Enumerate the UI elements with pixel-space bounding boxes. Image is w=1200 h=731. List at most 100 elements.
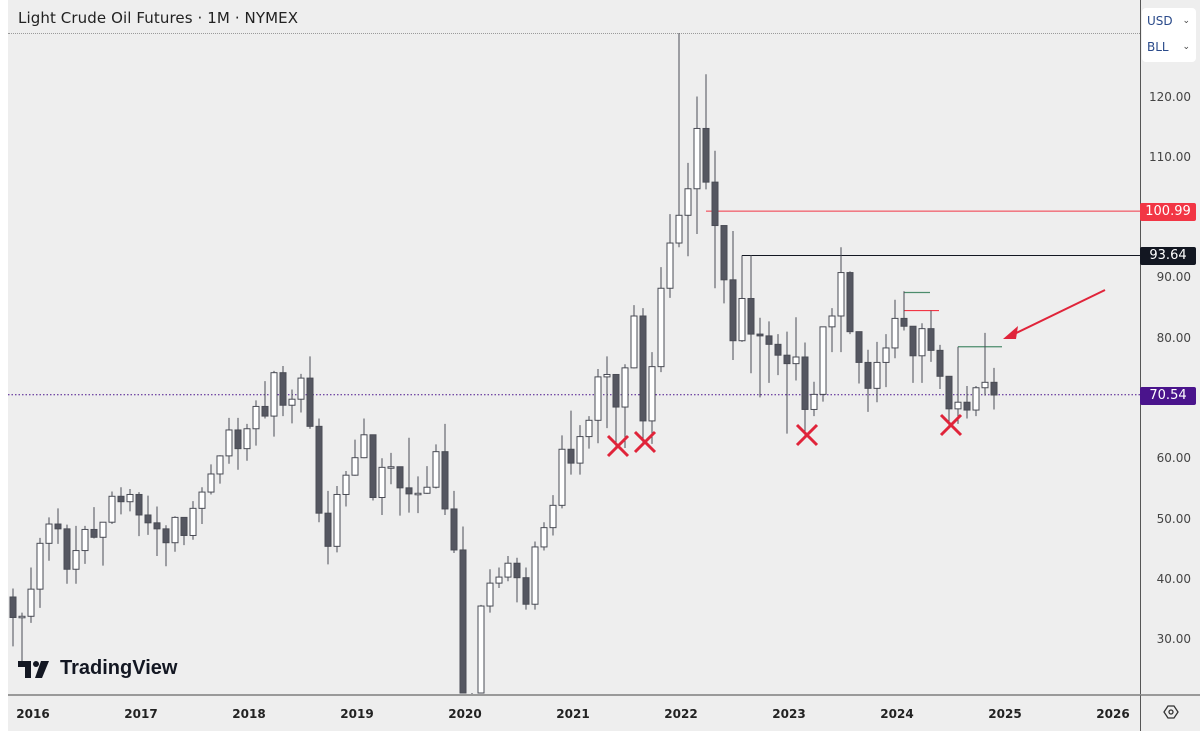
- candle-body: [333, 493, 341, 547]
- candle-body: [918, 328, 926, 357]
- candle-body: [243, 428, 251, 450]
- unit-selector: USD ⌄ BLL ⌄: [1142, 8, 1196, 62]
- candle-body: [549, 504, 557, 529]
- candle-body: [981, 381, 989, 389]
- candle-body: [702, 127, 710, 183]
- red-level-price-label: 100.99: [1140, 203, 1196, 221]
- price-tick-label: 110.00: [1149, 149, 1191, 164]
- candle-body: [891, 317, 899, 349]
- candle-body: [63, 528, 71, 570]
- candle-body: [810, 393, 818, 410]
- candle-body: [288, 398, 296, 406]
- candle-body: [45, 523, 53, 544]
- candle-body: [873, 361, 881, 389]
- candle-body: [585, 419, 593, 438]
- candle-body: [252, 405, 260, 430]
- price-tick-label: 80.00: [1156, 330, 1191, 345]
- candle-body: [477, 605, 485, 694]
- time-tick-label: 2017: [124, 707, 158, 721]
- candle-body: [270, 372, 278, 417]
- arrow-head-icon: [1003, 326, 1018, 339]
- candle-body: [495, 576, 503, 584]
- price-axis[interactable]: 120.00110.00100.0090.0080.0070.0060.0050…: [1140, 0, 1200, 694]
- candle-body: [36, 542, 44, 590]
- candle-body: [153, 522, 161, 530]
- candle-body: [198, 491, 206, 509]
- candle-body: [558, 448, 566, 506]
- price-tick-label: 60.00: [1156, 451, 1191, 466]
- unit-value: BLL: [1147, 40, 1169, 54]
- candle-body: [117, 495, 125, 503]
- candle-body: [504, 562, 512, 578]
- time-tick-label: 2018: [232, 707, 266, 721]
- chart-pane[interactable]: [8, 0, 1140, 694]
- x-marker-icon: [939, 413, 963, 437]
- candle-body: [828, 315, 836, 328]
- candle-body: [315, 425, 323, 514]
- candle-body: [216, 455, 224, 475]
- candle-body: [756, 333, 764, 337]
- candle-body: [855, 331, 863, 363]
- time-tick-label: 2025: [988, 707, 1022, 721]
- candle-body: [387, 466, 395, 469]
- candle-body: [747, 298, 755, 335]
- candle-body: [945, 375, 953, 410]
- candle-body: [450, 508, 458, 551]
- time-tick-label: 2023: [772, 707, 806, 721]
- axis-corner: [1140, 694, 1200, 731]
- candle-body: [396, 466, 404, 489]
- candle-body: [567, 448, 575, 464]
- candle-body: [711, 181, 719, 227]
- candle-body: [207, 473, 215, 493]
- logo-text: TradingView: [60, 657, 178, 679]
- candle-body: [900, 317, 908, 327]
- candle-body: [108, 495, 116, 523]
- tradingview-logo: TradingView: [18, 657, 177, 680]
- x-marker-icon: [633, 430, 657, 454]
- candle-body: [846, 272, 854, 333]
- candle-body: [684, 188, 692, 216]
- time-tick-label: 2024: [880, 707, 914, 721]
- currency-dropdown[interactable]: USD: [1147, 14, 1173, 28]
- candle-body: [621, 367, 629, 408]
- candle-body: [864, 361, 872, 389]
- candle-body: [432, 451, 440, 488]
- candle-body: [18, 615, 26, 619]
- candle-body: [135, 493, 143, 516]
- time-tick-label: 2020: [448, 707, 482, 721]
- candle-body: [693, 127, 701, 190]
- top-boundary-line: [8, 33, 1140, 34]
- candle-body: [306, 377, 314, 427]
- currency-value: USD: [1147, 14, 1173, 28]
- price-tick-label: 30.00: [1156, 632, 1191, 647]
- candle-body: [180, 516, 188, 536]
- candle-body: [603, 373, 611, 378]
- candle-body: [279, 372, 287, 406]
- candle-body: [819, 326, 827, 395]
- time-axis[interactable]: 2016 2017 2018 2019 2020 2021 2022 2023 2024 2025…: [8, 694, 1140, 731]
- candle-body: [837, 272, 845, 317]
- candle-body: [531, 546, 539, 605]
- x-marker-icon: [606, 434, 630, 458]
- unit-dropdown[interactable]: BLL: [1147, 40, 1169, 54]
- candle-body: [324, 512, 332, 547]
- candlestick-plot[interactable]: [0, 0, 1140, 694]
- price-tick-label: 50.00: [1156, 511, 1191, 526]
- chart-title: Light Crude Oil Futures · 1M · NYMEX: [18, 9, 299, 27]
- candle-body: [648, 366, 656, 422]
- candle-body: [261, 405, 269, 417]
- candle-body: [351, 457, 359, 476]
- candle-body: [594, 376, 602, 421]
- x-marker-icon: [795, 423, 819, 447]
- candle-body: [369, 434, 377, 498]
- candle-body: [126, 493, 134, 503]
- chevron-down-icon[interactable]: ⌄: [1182, 42, 1190, 52]
- candle-body: [162, 528, 170, 544]
- chevron-down-icon[interactable]: ⌄: [1182, 16, 1190, 26]
- settings-icon[interactable]: [1163, 704, 1179, 720]
- candle-body: [171, 516, 179, 544]
- candle-body: [27, 588, 35, 617]
- candle-body: [234, 429, 242, 450]
- candle-body: [630, 315, 638, 369]
- candle-body: [9, 596, 17, 618]
